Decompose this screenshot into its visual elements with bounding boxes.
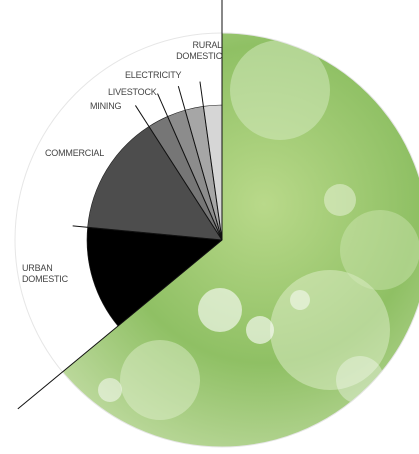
wedge [87,126,223,241]
category-label: ELECTRICITY [125,70,182,80]
wedge [86,226,223,327]
category-label: RURAL DOMESTIC [176,40,222,61]
leader-line [72,225,223,241]
category-label: URBAN DOMESTIC [22,263,68,284]
category-label: COMMERCIAL [45,148,105,158]
leader-line [135,105,223,241]
category-label: LIVESTOCK [108,87,157,97]
leader-line [199,81,223,241]
divider-line [17,239,223,410]
category-label: MINING [90,101,122,111]
leader-line [177,85,223,241]
leader-line [157,93,223,241]
